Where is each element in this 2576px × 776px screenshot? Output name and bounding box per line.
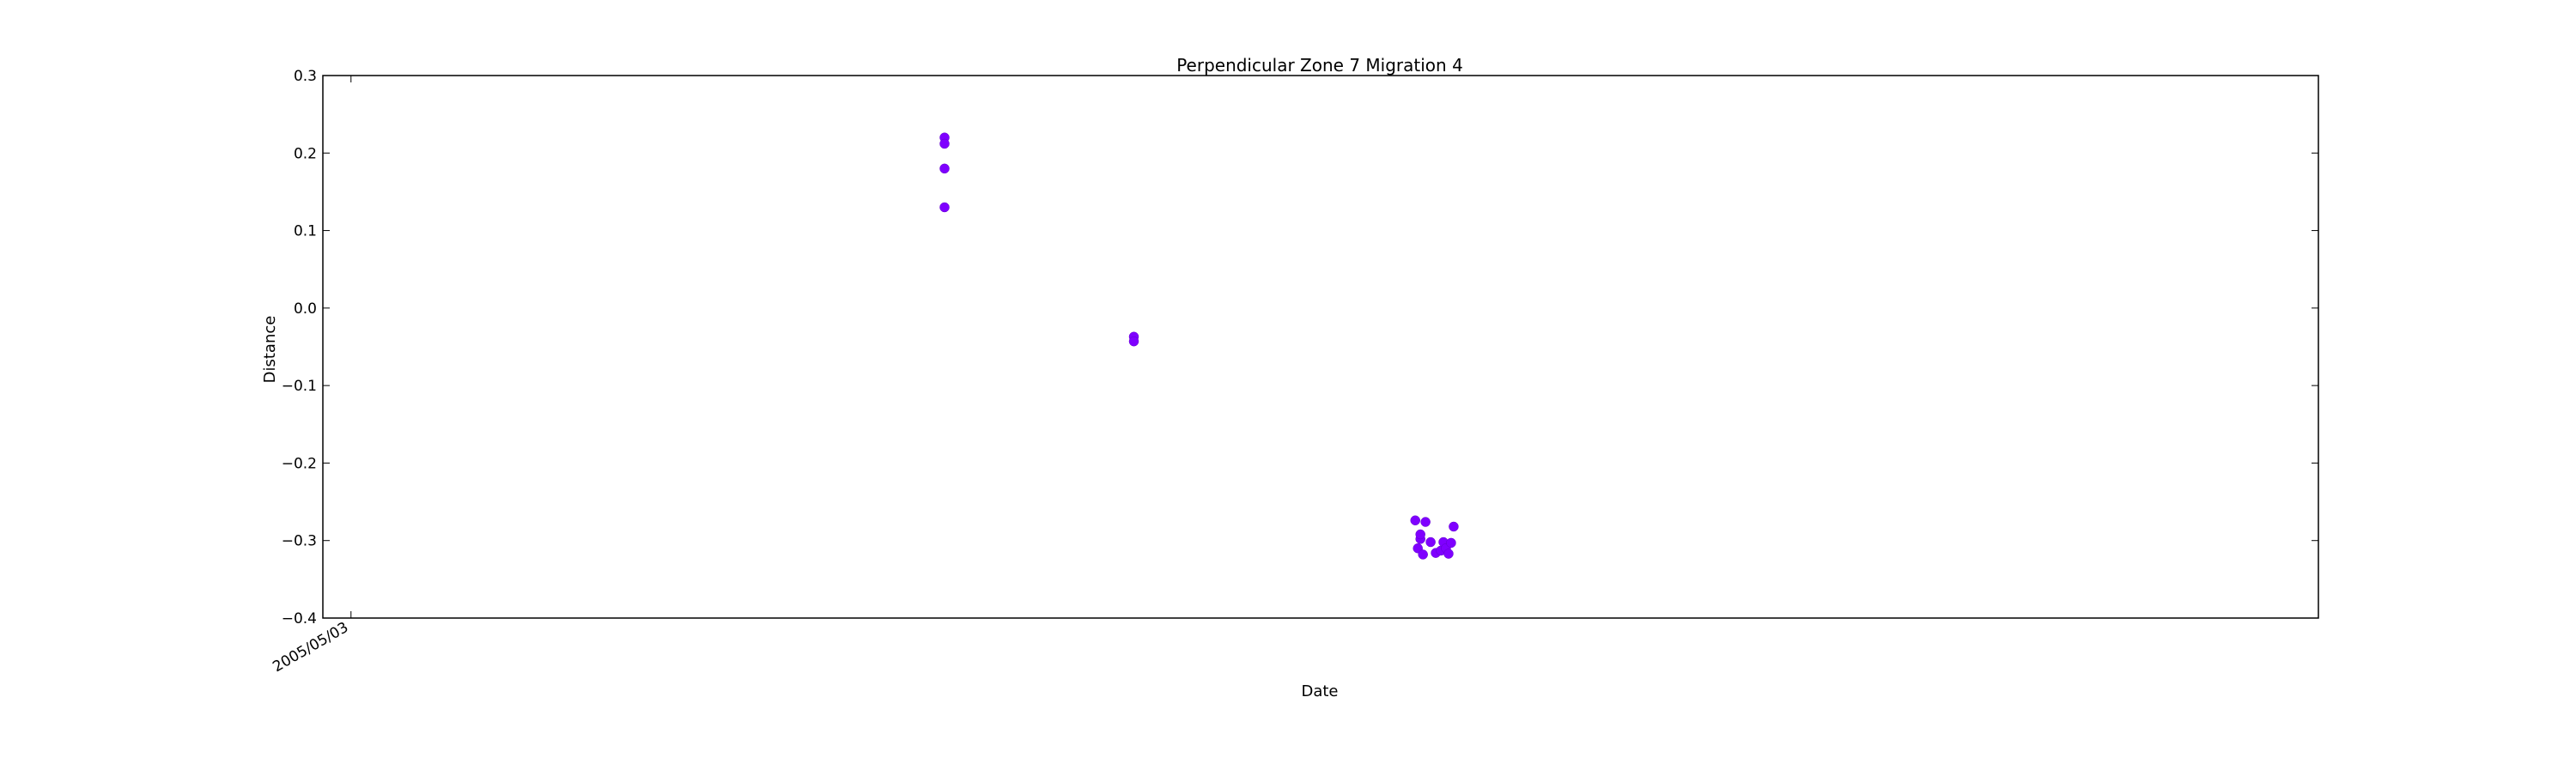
plot-frame bbox=[322, 75, 2319, 619]
data-point bbox=[1415, 529, 1425, 540]
y-tick-label: −0.4 bbox=[282, 610, 317, 627]
data-point bbox=[1443, 549, 1454, 559]
data-point bbox=[1425, 537, 1436, 548]
y-tick-label: 0.0 bbox=[294, 300, 317, 318]
y-tick-label: −0.3 bbox=[282, 533, 317, 550]
data-point bbox=[1420, 517, 1431, 527]
data-point bbox=[939, 163, 950, 174]
data-point bbox=[1128, 336, 1139, 347]
data-point bbox=[1446, 537, 1456, 549]
y-tick-label: −0.2 bbox=[282, 455, 317, 472]
y-tick-label: 0.2 bbox=[294, 145, 317, 162]
y-axis-label: Distance bbox=[261, 316, 279, 384]
data-point bbox=[1418, 549, 1428, 560]
data-point bbox=[939, 138, 950, 149]
data-point bbox=[1410, 515, 1420, 525]
y-tick-label: 0.3 bbox=[294, 68, 317, 85]
data-point bbox=[1449, 521, 1459, 532]
data-point bbox=[939, 202, 950, 213]
chart-title: Perpendicular Zone 7 Migration 4 bbox=[1176, 55, 1463, 76]
x-axis-label: Date bbox=[1301, 682, 1338, 700]
y-tick-label: −0.1 bbox=[282, 378, 317, 395]
y-tick-label: 0.1 bbox=[294, 223, 317, 240]
data-points bbox=[939, 132, 1459, 560]
